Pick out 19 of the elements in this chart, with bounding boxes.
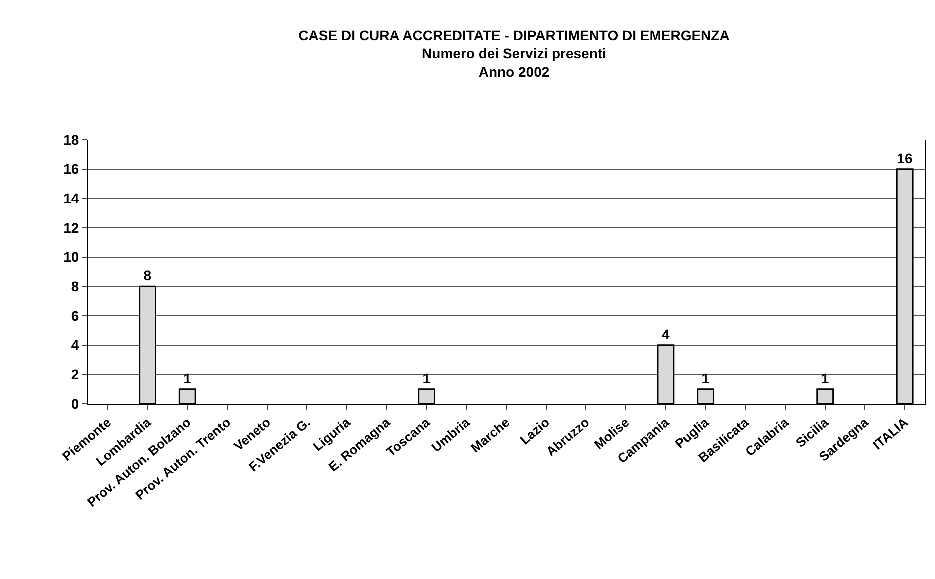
y-tick-label: 16 (64, 161, 80, 178)
y-tick-label: 6 (71, 308, 80, 324)
chart-subtitle: Numero dei Servizi presenti Anno 2002 (422, 46, 606, 80)
data-label: 8 (144, 268, 152, 284)
y-tick-label: 2 (71, 366, 80, 383)
chart-title: CASE DI CURA ACCREDITATE - DIPARTIMENTO DI EMERGENZA (298, 28, 730, 44)
y-tick-label: 4 (71, 337, 80, 354)
y-tick-label: 10 (64, 249, 80, 266)
y-tick-label: 8 (71, 278, 80, 295)
data-label: 1 (702, 370, 710, 386)
data-label: 1 (184, 370, 192, 386)
data-label: 1 (821, 370, 830, 386)
data-label: 1 (422, 370, 431, 386)
data-label: 4 (662, 326, 670, 342)
y-tick-label: 0 (71, 396, 80, 412)
data-label: 16 (897, 150, 913, 166)
y-tick-label: 18 (64, 132, 80, 148)
y-tick-label: 14 (64, 190, 80, 207)
y-tick-label: 12 (64, 220, 80, 236)
